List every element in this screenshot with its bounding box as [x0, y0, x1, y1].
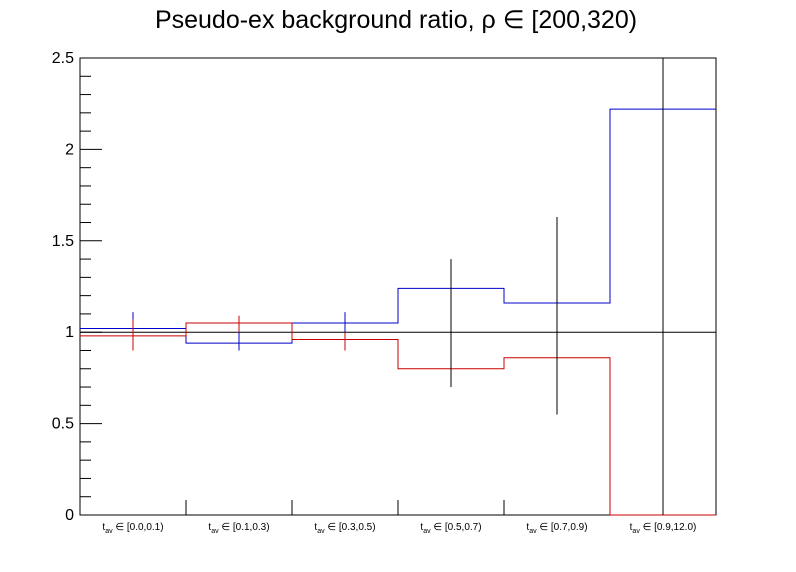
tick-labels-group: 0 0.5 1 1.5 2 2.5 tav ∈ [0.0,0.1) tav ∈ [0.1,0.…: [52, 50, 697, 535]
y-tick-label: 2.5: [52, 50, 74, 67]
y-tick-label: 1.5: [52, 233, 74, 250]
y-tick-label: 0: [65, 507, 74, 524]
x-category-label: tav ∈ [0.1,0.3): [208, 522, 269, 535]
series-group: [80, 108, 716, 516]
x-category-label: tav ∈ [0.5,0.7): [420, 522, 481, 535]
y-tick-label: 0.5: [52, 416, 74, 433]
chart-title: Pseudo-ex background ratio, ρ ∈ [200,320…: [155, 6, 637, 34]
x-category-label: tav ∈ [0.7,0.9): [526, 522, 587, 535]
axis-ticks: [80, 57, 611, 516]
x-category-label: tav ∈ [0.0,0.1): [102, 522, 163, 535]
x-category-label: tav ∈ [0.3,0.5): [314, 522, 375, 535]
error-bars-group: [132, 58, 664, 515]
x-category-label: tav ∈ [0.9,12.0): [630, 522, 697, 535]
y-tick-label: 2: [65, 141, 74, 158]
series-1-step-line: [80, 322, 716, 516]
y-tick-label: 1: [65, 324, 74, 341]
series-0-step-line: [80, 108, 716, 344]
plot-frame: [79, 57, 717, 516]
